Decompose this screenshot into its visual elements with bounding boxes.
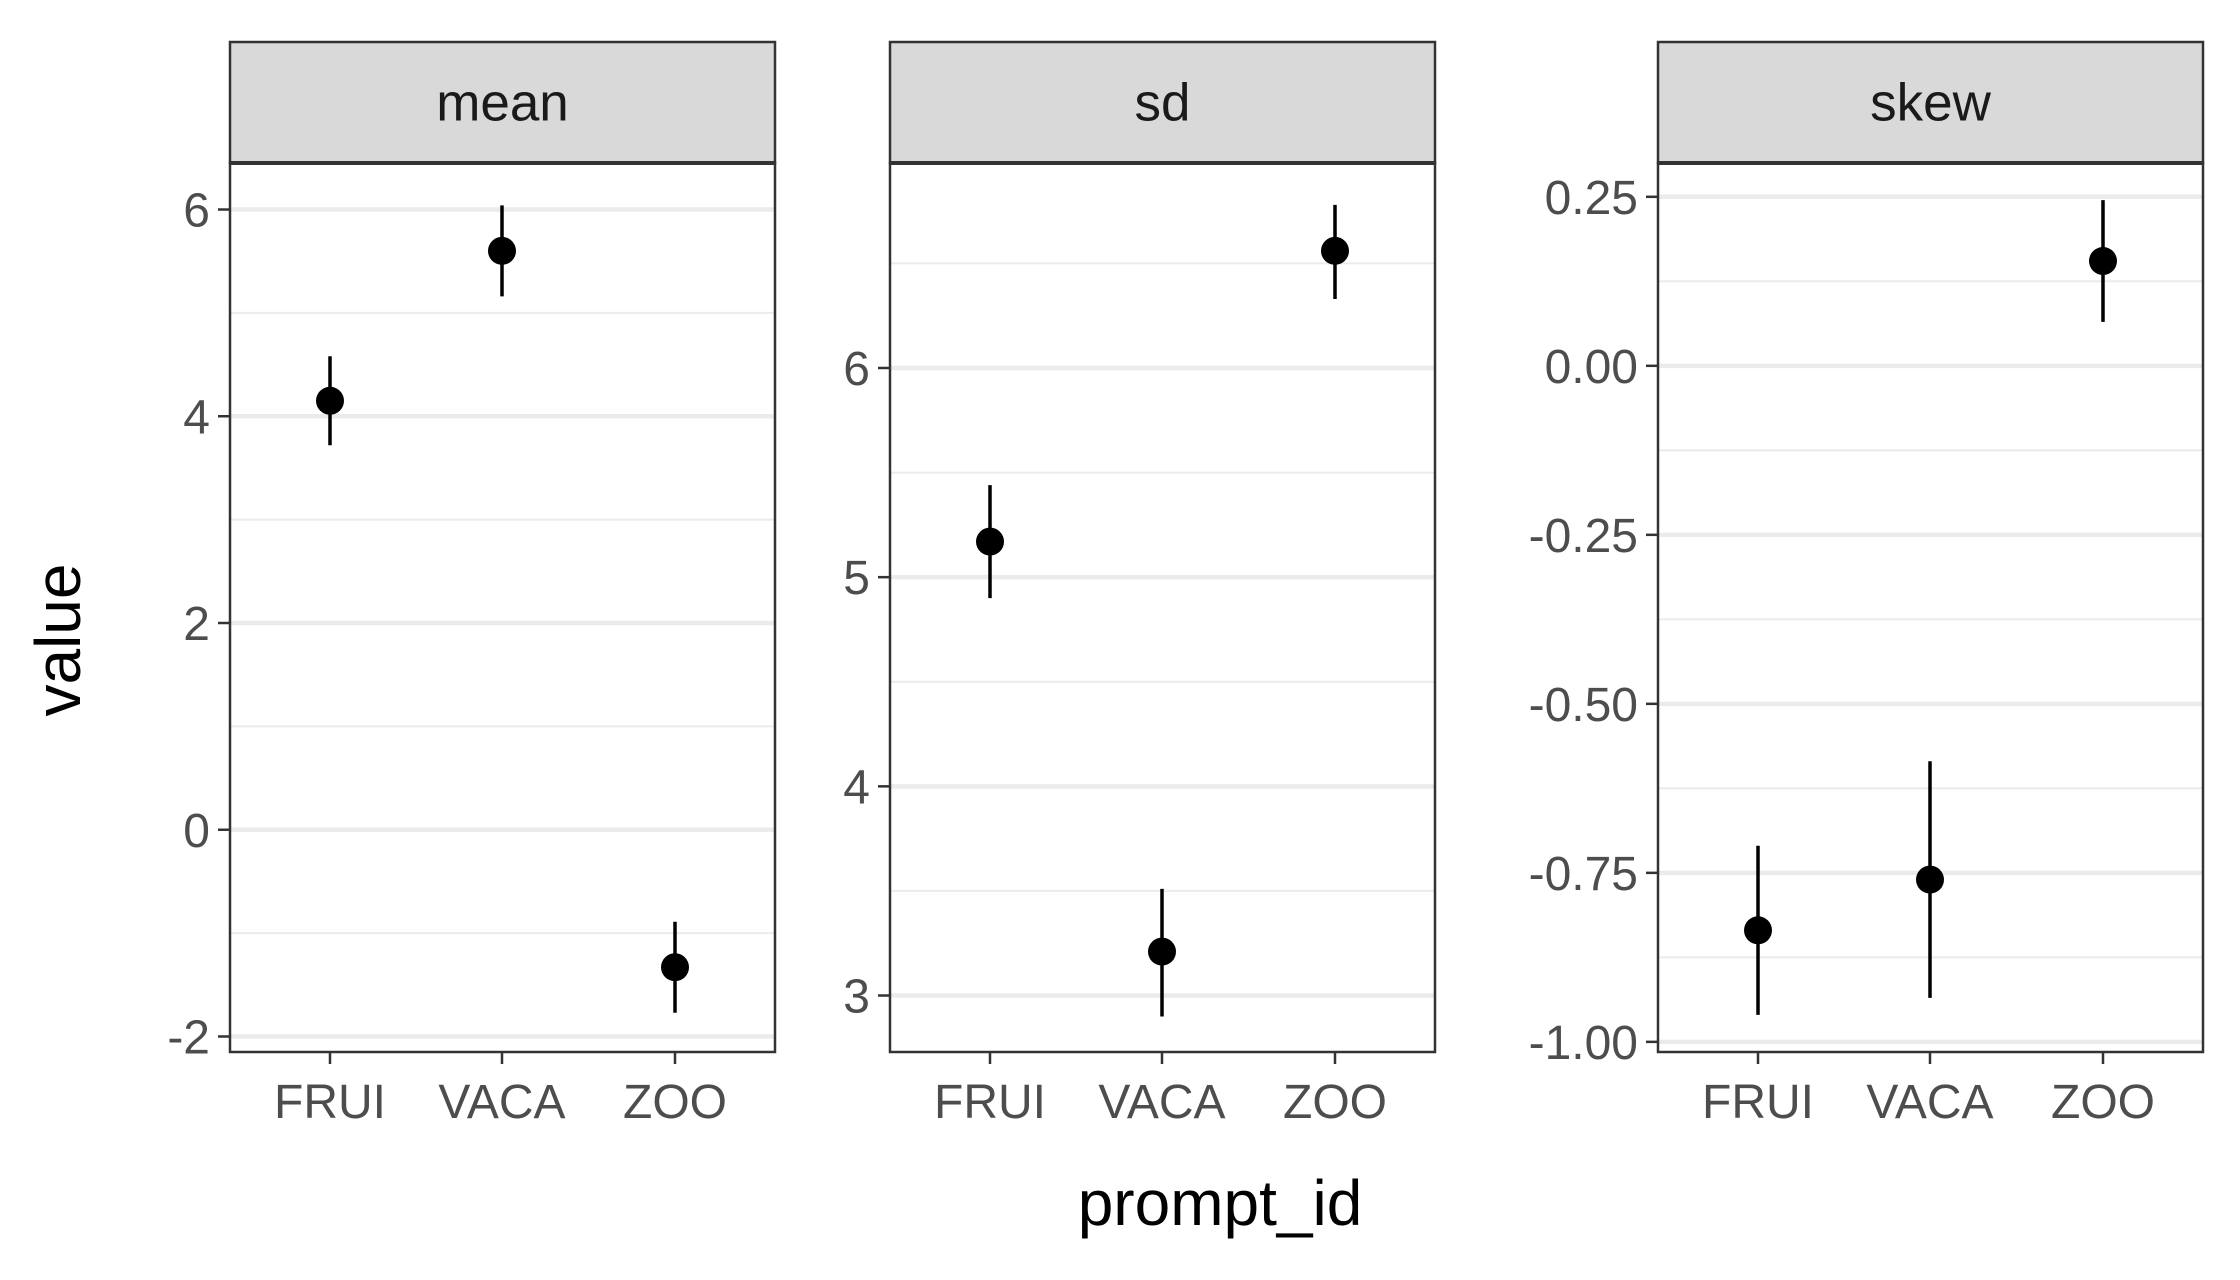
y-tick-label: 5 [843,552,870,605]
facet-strip-label: skew [1870,74,1991,133]
x-tick-label: ZOO [2051,1076,2155,1129]
x-tick-label: ZOO [1283,1076,1387,1129]
x-tick-label: ZOO [623,1076,727,1129]
facet-panel-sd: sd 3 4 5 6 FRUI VACA ZOO [843,40,1437,1129]
facet-strip [1656,40,2205,165]
facet-strip [228,40,777,165]
x-tick-label: VACA [1098,1076,1225,1129]
facet-panel-mean: mean -2 0 2 4 6 FRUI VACA ZOO [167,40,777,1129]
x-tick-label: FRUI [934,1076,1046,1129]
data-point [976,527,1004,556]
y-tick-label: 3 [843,971,870,1024]
data-point [1321,236,1349,265]
y-tick-label: -2 [167,1011,210,1064]
x-axis-title: prompt_id [1078,1167,1363,1239]
data-point [1916,865,1944,894]
data-point [488,236,516,265]
y-tick-label: 6 [183,185,210,238]
y-tick-label: -0.25 [1529,510,1638,563]
y-tick-label: -0.50 [1529,679,1638,732]
facet-strip-label: mean [436,74,569,133]
y-tick-label: 4 [843,761,870,814]
data-point [661,953,689,982]
y-tick-label: 6 [843,343,870,396]
x-tick-label: FRUI [274,1076,386,1129]
y-axis-title: value [22,564,94,717]
data-point [1744,916,1772,945]
x-tick-label: FRUI [1702,1076,1814,1129]
y-tick-label: -0.75 [1529,848,1638,901]
y-tick-label: 4 [183,391,210,444]
x-tick-label: VACA [1866,1076,1993,1129]
facet-panel-skew: skew -1.00 -0.75 -0.50 -0.25 0.00 0.25 FRUI VACA… [1529,40,2205,1129]
y-tick-label: 0.25 [1545,172,1638,225]
facet-strip-label: sd [1135,74,1191,133]
data-point [316,386,344,415]
x-tick-label: VACA [438,1076,565,1129]
y-tick-label: 0 [183,805,210,858]
data-point [1148,937,1176,966]
data-point [2089,247,2117,276]
y-tick-label: -1.00 [1529,1017,1638,1070]
y-tick-label: 0.00 [1545,341,1638,394]
y-tick-label: 2 [183,598,210,651]
